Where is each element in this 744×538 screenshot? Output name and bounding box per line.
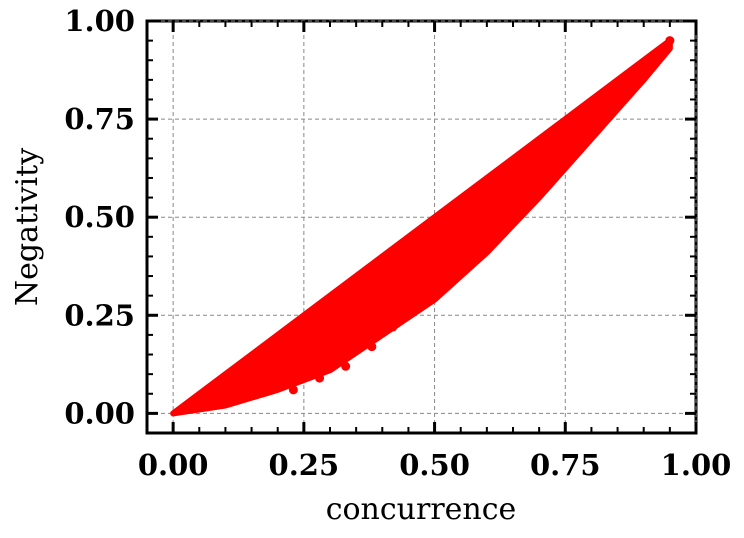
x-tick-label: 1.00 xyxy=(661,448,732,482)
x-axis-label: concurrence xyxy=(326,492,517,527)
data-point xyxy=(388,322,398,332)
data-point xyxy=(315,373,325,383)
y-tick-label: 0.25 xyxy=(64,298,135,332)
data-point xyxy=(513,181,523,191)
dense-point-cloud xyxy=(170,37,673,417)
x-tick-label: 0.00 xyxy=(138,448,209,482)
axis-ticks xyxy=(146,19,698,434)
data-point xyxy=(403,310,413,320)
y-tick-labels: 0.00 0.25 0.50 0.75 1.00 xyxy=(64,4,135,430)
data-point xyxy=(288,385,298,395)
data-point xyxy=(665,36,675,46)
data-point xyxy=(534,161,544,171)
x-tick-label: 0.25 xyxy=(269,448,340,482)
data-point xyxy=(367,342,377,352)
x-tick-labels: 0.00 0.25 0.50 0.75 1.00 xyxy=(138,448,731,482)
x-tick-label: 0.75 xyxy=(530,448,601,482)
data-point xyxy=(482,224,492,234)
data-point xyxy=(414,291,424,301)
y-tick-label: 0.50 xyxy=(64,200,135,234)
y-tick-label: 0.75 xyxy=(64,102,135,136)
data-points xyxy=(170,36,675,417)
y-axis-label: Negativity xyxy=(10,148,45,306)
y-tick-label: 1.00 xyxy=(64,4,135,38)
data-point xyxy=(430,279,440,289)
data-point xyxy=(456,236,466,246)
x-tick-label: 0.50 xyxy=(399,448,470,482)
data-point xyxy=(492,200,502,210)
data-point xyxy=(341,361,351,371)
data-point xyxy=(440,259,450,269)
data-point xyxy=(471,212,481,222)
data-point xyxy=(555,138,565,148)
y-tick-label: 0.00 xyxy=(64,396,135,430)
